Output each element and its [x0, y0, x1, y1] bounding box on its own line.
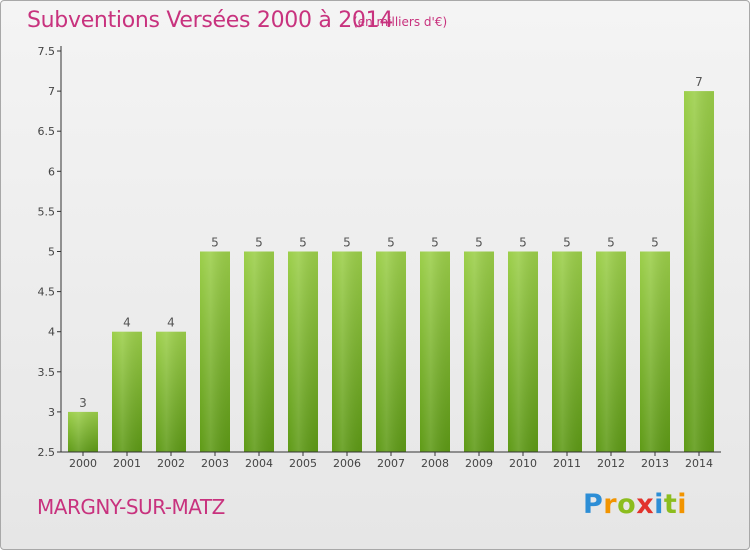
y-tick-label: 5.5: [38, 205, 56, 218]
x-tick-label: 2003: [201, 457, 229, 470]
data-label-2009: 5: [475, 236, 483, 250]
axes-group: 2000 2001 2002 2003 2004 2005 2006 2007 2008 2009…: [38, 45, 721, 470]
y-tick-label: 7.5: [38, 45, 56, 58]
bar-shine-2004: [244, 251, 274, 452]
data-label-2003: 5: [211, 236, 219, 250]
logo-letter: r: [603, 489, 618, 520]
x-tick-label: 2006: [333, 457, 361, 470]
x-tick-label: 2005: [289, 457, 317, 470]
data-label-2004: 5: [255, 236, 263, 250]
logo-letter: o: [617, 489, 637, 520]
bar-shine-2006: [332, 251, 362, 452]
x-tick-label: 2013: [641, 457, 669, 470]
x-tick-label: 2000: [69, 457, 97, 470]
data-label-2014: 7: [695, 75, 703, 89]
x-tick-label: 2009: [465, 457, 493, 470]
y-tick-label: 7: [48, 85, 55, 98]
x-tick-label: 2002: [157, 457, 185, 470]
bar-shine-2013: [640, 251, 670, 452]
data-label-2011: 5: [563, 236, 571, 250]
chart-subtitle: (en milliers d'€): [353, 15, 448, 29]
commune-name: MARGNY-SUR-MATZ: [37, 495, 225, 519]
logo-letter: i: [677, 489, 688, 520]
bar-shine-2001: [112, 331, 142, 452]
y-tick-label: 3: [48, 406, 55, 419]
data-label-2005: 5: [299, 236, 307, 250]
logo-letter: i: [654, 489, 664, 520]
data-label-2006: 5: [343, 236, 351, 250]
bar-shine-2012: [596, 251, 626, 452]
bar-shine-2009: [464, 251, 494, 452]
y-tick-label: 6.5: [38, 125, 56, 138]
bars-group: 3 4 4 5 5 5 5 5 5 5 5 5 5 5 7: [68, 75, 714, 452]
data-label-2010: 5: [519, 236, 527, 250]
bar-shine-2005: [288, 251, 318, 452]
y-tick-label: 4: [48, 326, 55, 339]
data-label-2008: 5: [431, 236, 439, 250]
logo-letter: t: [663, 489, 678, 520]
bar-shine-2014: [684, 91, 714, 452]
data-label-2001: 4: [123, 316, 131, 330]
y-tick-label: 2.5: [38, 446, 56, 459]
bar-shine-2008: [420, 251, 450, 452]
x-tick-label: 2010: [509, 457, 537, 470]
chart-title: Subventions Versées 2000 à 2014: [27, 8, 394, 33]
bar-shine-2010: [508, 251, 538, 452]
data-label-2002: 4: [167, 316, 175, 330]
x-tick-label: 2014: [685, 457, 713, 470]
logo-letter: x: [636, 489, 655, 520]
data-label-2007: 5: [387, 236, 395, 250]
x-tick-label: 2001: [113, 457, 141, 470]
x-tick-label: 2012: [597, 457, 625, 470]
y-tick-label: 5: [48, 246, 55, 259]
data-label-2012: 5: [607, 236, 615, 250]
bar-shine-2002: [156, 331, 186, 452]
data-label-2000: 3: [79, 396, 87, 410]
bar-shine-2007: [376, 251, 406, 452]
x-tick-label: 2011: [553, 457, 581, 470]
x-tick-label: 2008: [421, 457, 449, 470]
x-tick-label: 2007: [377, 457, 405, 470]
y-tick-label: 3.5: [38, 366, 56, 379]
bar-shine-2003: [200, 251, 230, 452]
proxiti-logo: Proxiti: [583, 489, 687, 520]
logo-letter: P: [583, 489, 604, 520]
bar-shine-2000: [68, 411, 98, 452]
x-tick-label: 2004: [245, 457, 273, 470]
bar-shine-2011: [552, 251, 582, 452]
y-tick-label: 4.5: [38, 286, 56, 299]
y-tick-label: 6: [48, 165, 55, 178]
data-label-2013: 5: [651, 236, 659, 250]
